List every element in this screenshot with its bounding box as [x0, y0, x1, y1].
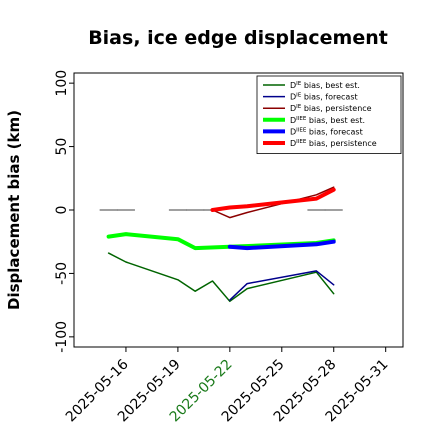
series-line-6: [210, 187, 336, 212]
series-line-5: [227, 239, 336, 251]
legend-label: DIE bias, best est.: [290, 81, 360, 90]
legend-label: DIIEE bias, forecast: [290, 127, 363, 136]
series-line-1: [107, 252, 335, 303]
legend-box: [256, 75, 402, 154]
legend-label: DIE bias, forecast: [290, 93, 358, 102]
y-tick-label: -50: [54, 262, 70, 285]
series-line-3: [211, 186, 335, 219]
y-tick-label: 0: [54, 206, 70, 215]
legend-label: DIIEE bias, persistence: [290, 139, 377, 148]
series-line-2: [229, 270, 335, 301]
y-tick-label: -100: [54, 321, 70, 353]
legend-label: DIE bias, persistence: [290, 104, 372, 113]
y-axis-label: Displacement bias (km): [5, 110, 23, 310]
legend: DIE bias, best est. DIE bias, forecast DIE…: [256, 75, 402, 154]
y-tick-label: 100: [54, 70, 70, 97]
legend-label: DIIEE bias, best est.: [290, 116, 365, 125]
chart-title: Bias, ice edge displacement: [88, 27, 388, 49]
y-tick-label: 50: [54, 138, 70, 156]
